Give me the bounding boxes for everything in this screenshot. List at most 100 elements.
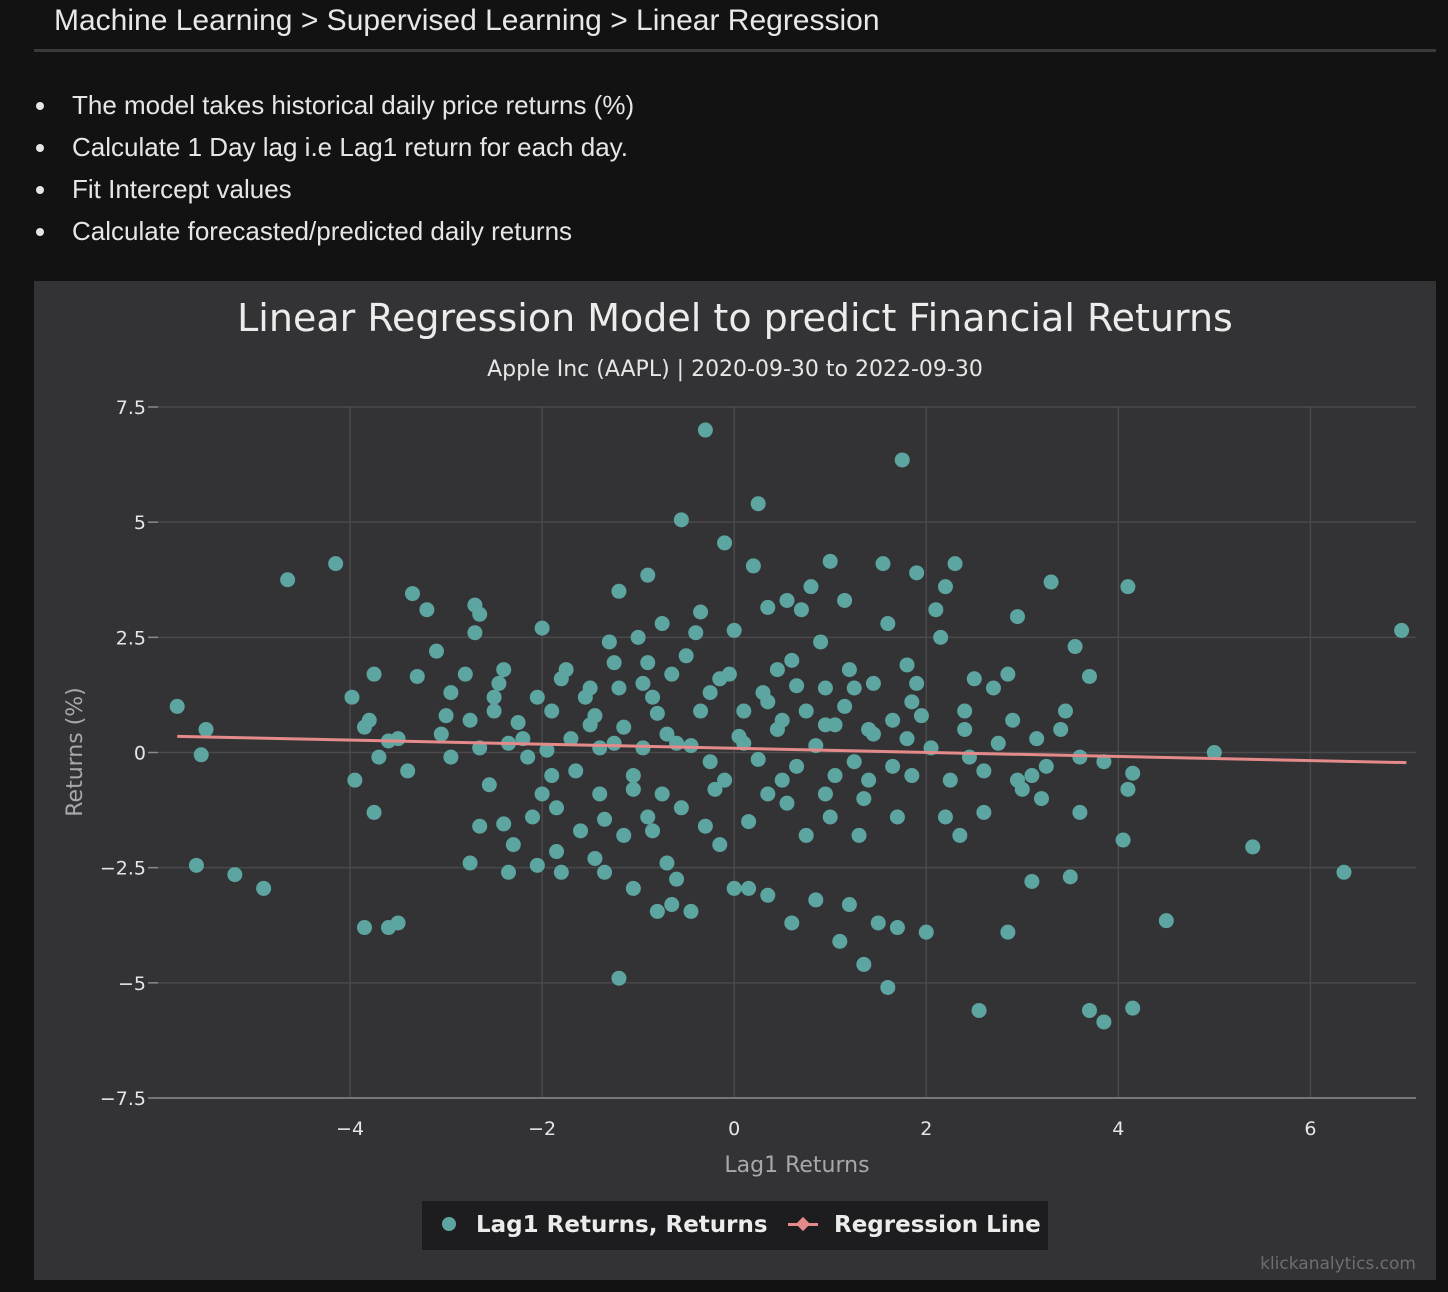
data-point: [472, 606, 488, 622]
data-point: [1081, 1002, 1097, 1018]
data-point: [760, 599, 776, 615]
dot-icon: [442, 1216, 456, 1231]
data-point: [750, 751, 766, 767]
points-series: [169, 422, 1410, 1030]
data-point: [745, 558, 761, 574]
data-point: [390, 915, 406, 931]
data-point: [1005, 712, 1021, 728]
data-point: [1043, 574, 1059, 590]
data-point: [1009, 772, 1025, 788]
data-point: [496, 662, 512, 678]
legend-item-points[interactable]: Lag1 Returns, Returns: [442, 1201, 768, 1250]
data-point: [798, 703, 814, 719]
data-point: [587, 850, 603, 866]
list-item: Fit Intercept values: [34, 168, 634, 210]
data-point: [899, 657, 915, 673]
data-point: [889, 920, 905, 936]
data-point: [481, 777, 497, 793]
x-tick-label: 4: [1112, 1118, 1124, 1140]
credit-text: klickanalytics.com: [1260, 1254, 1416, 1274]
data-point: [933, 629, 949, 645]
data-point: [640, 809, 656, 825]
data-point: [443, 749, 459, 765]
data-point: [1096, 1014, 1112, 1030]
data-point: [726, 622, 742, 638]
data-point: [841, 897, 857, 913]
data-point: [803, 579, 819, 595]
data-point: [779, 795, 795, 811]
data-point: [870, 915, 886, 931]
data-point: [702, 754, 718, 770]
data-point: [1067, 639, 1083, 655]
y-tick-label: −7.5: [100, 1088, 146, 1110]
data-point: [904, 768, 920, 784]
data-point: [918, 924, 934, 940]
data-point: [419, 602, 435, 618]
data-point: [534, 786, 550, 802]
data-point: [568, 763, 584, 779]
data-point: [789, 678, 805, 694]
data-point: [654, 616, 670, 632]
data-point: [697, 818, 713, 834]
axes: 7.5 5 2.5 0 −2.5 −5 −7.5 −4 −2 0 2 4 6: [100, 397, 1416, 1140]
data-point: [390, 731, 406, 747]
data-point: [457, 666, 473, 682]
data-point: [822, 553, 838, 569]
line-marker-icon: [788, 1216, 818, 1231]
data-point: [539, 742, 555, 758]
data-point: [409, 668, 425, 684]
data-point: [549, 844, 565, 860]
data-point: [534, 620, 550, 636]
data-point: [625, 880, 641, 896]
data-point: [683, 738, 699, 754]
data-point: [592, 740, 608, 756]
data-point: [942, 772, 958, 788]
data-point: [1024, 873, 1040, 889]
data-point: [904, 694, 920, 710]
data-point: [952, 827, 968, 843]
data-point: [404, 586, 420, 602]
data-point: [597, 811, 613, 827]
data-point: [841, 662, 857, 678]
chart-panel: 7.5 5 2.5 0 −2.5 −5 −7.5 −4 −2 0 2 4 6 Linear Regres…: [34, 281, 1436, 1280]
data-point: [472, 818, 488, 834]
data-point: [1000, 666, 1016, 682]
data-point: [635, 675, 651, 691]
data-point: [582, 717, 598, 733]
data-point: [344, 689, 360, 705]
breadcrumb-text: Machine Learning > Supervised Learning >…: [54, 4, 880, 37]
chart-title: Linear Regression Model to predict Finan…: [237, 296, 1233, 340]
data-point: [544, 768, 560, 784]
data-point: [198, 721, 214, 737]
data-point: [654, 786, 670, 802]
data-point: [822, 809, 838, 825]
data-point: [837, 698, 853, 714]
data-point: [760, 786, 776, 802]
data-point: [774, 772, 790, 788]
data-point: [1158, 913, 1174, 929]
data-point: [1125, 1000, 1141, 1016]
data-point: [688, 625, 704, 641]
data-point: [856, 791, 872, 807]
data-point: [510, 715, 526, 731]
scatter-chart: 7.5 5 2.5 0 −2.5 −5 −7.5 −4 −2 0 2 4 6 Linear Regres…: [63, 296, 1416, 1178]
data-point: [889, 809, 905, 825]
data-point: [717, 772, 733, 788]
data-point: [529, 689, 545, 705]
data-point: [1009, 609, 1025, 625]
legend-item-regression[interactable]: Regression Line: [788, 1201, 1041, 1250]
data-point: [438, 708, 454, 724]
y-axis-label: Returns (%): [63, 687, 88, 817]
data-point: [683, 903, 699, 919]
data-point: [736, 703, 752, 719]
data-point: [659, 726, 675, 742]
data-point: [630, 629, 646, 645]
list-item: Calculate 1 Day lag i.e Lag1 return for …: [34, 126, 634, 168]
data-point: [813, 634, 829, 650]
data-point: [909, 675, 925, 691]
data-point: [846, 754, 862, 770]
data-point: [1053, 721, 1069, 737]
data-point: [328, 556, 344, 572]
data-point: [798, 827, 814, 843]
data-point: [1029, 731, 1045, 747]
